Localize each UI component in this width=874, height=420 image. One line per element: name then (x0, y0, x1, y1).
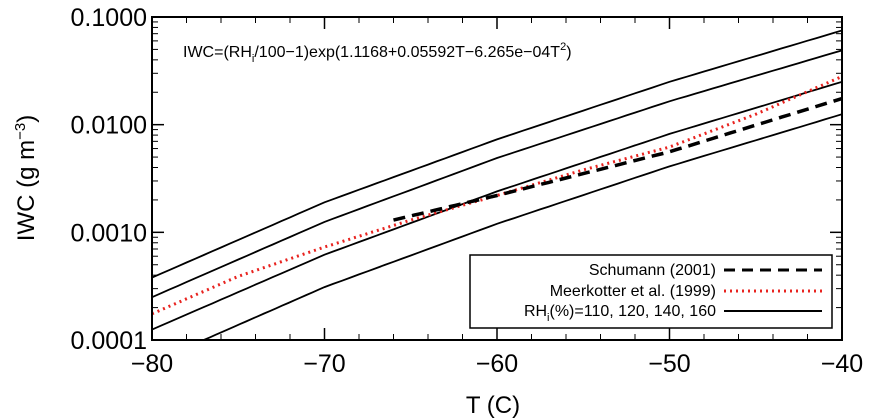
legend-box (469, 254, 833, 329)
y-axis-title: IWC (g m−3) (12, 115, 40, 241)
formula-part-2: /100−1)exp(1.1168+0.05592T−6.265e−04T (254, 44, 560, 61)
legend-rhi-subscript: i (547, 312, 549, 324)
y-tick-label: 0.1000 (71, 4, 147, 32)
x-tick-label: −80 (131, 350, 173, 378)
series-line-rhi_140 (152, 49, 842, 299)
x-tick-label: −40 (821, 350, 863, 378)
legend-label-meerkotter: Meerkotter et al. (1999) (550, 283, 716, 300)
y-tick-label: 0.0001 (71, 327, 147, 355)
formula-subscript: i (252, 53, 254, 65)
y-axis-title-exponent: −3 (12, 123, 29, 140)
series-line-schumann (393, 96, 842, 222)
series-line-rhi_160 (152, 29, 842, 279)
x-axis-title: T (C) (466, 392, 520, 419)
legend-rhi-part-2: (%)=110, 120, 140, 160 (550, 303, 717, 320)
legend-rhi-part-1: RH (524, 303, 547, 320)
series-line-rhi_120 (152, 80, 842, 331)
y-axis-title-tail: ) (13, 115, 40, 123)
legend: Schumann (2001) Meerkotter et al. (1999)… (469, 254, 833, 329)
x-tick-label: −50 (648, 350, 690, 378)
formula-part-1: IWC=(RH (183, 44, 252, 61)
y-axis-title-main: IWC (g m (13, 140, 40, 241)
ticks-layer: −80 −70 −60 −50 −40 0.0001 0.0010 0.0100 0.1000 (71, 4, 864, 378)
formula-annotation: IWC=(RHi/100−1)exp(1.1168+0.05592T−6.265… (183, 41, 572, 65)
series-line-rhi_110 (203, 113, 842, 340)
series-layer (152, 29, 842, 340)
y-tick-label: 0.0010 (71, 219, 147, 247)
formula-part-3: ) (566, 44, 571, 61)
legend-label-rhi: RHi(%)=110, 120, 140, 160 (524, 303, 716, 324)
formula-superscript: 2 (560, 41, 566, 53)
x-tick-label: −60 (476, 350, 518, 378)
y-tick-label: 0.0100 (71, 112, 147, 140)
x-tick-label: −70 (303, 350, 345, 378)
legend-label-schumann: Schumann (2001) (589, 262, 716, 279)
